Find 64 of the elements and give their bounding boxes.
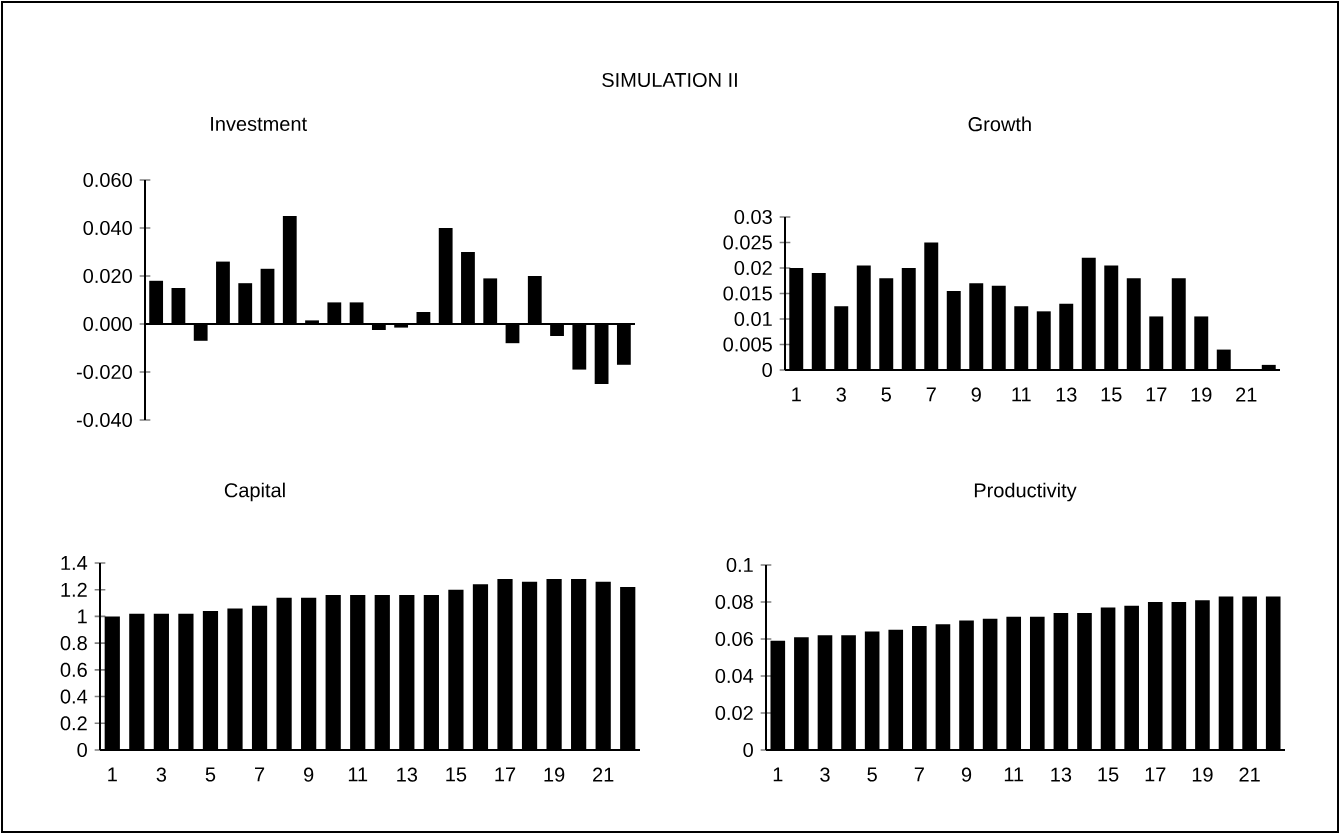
y-tick-label: 1: [78, 609, 87, 624]
y-tick-label: 0.4: [60, 689, 88, 704]
x-tick-label: 21: [1239, 767, 1260, 782]
x-tick-label: 3: [820, 767, 830, 782]
text: SIMULATION II: [602, 72, 737, 88]
x-tick-label: 3: [836, 387, 846, 402]
chart-title: Capital: [224, 482, 285, 502]
y-tick-label: 0.04: [715, 668, 754, 684]
x-tick-label: 15: [1101, 387, 1122, 402]
y-tick-label: 0.2: [60, 716, 87, 731]
y-tick-label: 0.020: [83, 268, 132, 284]
y-tick-label: 0.015: [723, 286, 772, 301]
x-tick-label: 9: [971, 387, 981, 402]
x-tick-label: 9: [304, 767, 314, 782]
y-tick-label: 1.2: [61, 582, 87, 597]
x-tick-label: 19: [1191, 387, 1212, 402]
y-tick-label: 0.1: [726, 557, 753, 573]
x-tick-label: 15: [446, 767, 467, 782]
y-tick-label: -0.040: [76, 412, 132, 428]
y-tick-label: 0.02: [734, 260, 772, 276]
x-tick-label: 1: [792, 387, 801, 402]
x-tick-label: 5: [867, 767, 877, 782]
x-tick-label: 17: [1146, 387, 1167, 402]
y-tick-label: 0.040: [83, 220, 132, 236]
y-tick-label: 1.4: [61, 556, 88, 570]
y-tick-label: 0.02: [715, 705, 753, 721]
y-tick-label: 0.6: [60, 662, 87, 677]
y-tick-label: -0.020: [76, 364, 132, 380]
chart-title: Investment: [211, 117, 307, 131]
x-tick-label: 7: [926, 387, 936, 402]
x-tick-label: 15: [1098, 767, 1119, 782]
y-tick-label: 0.060: [83, 172, 132, 188]
x-tick-label: 5: [881, 387, 891, 402]
y-tick-label: 0.000: [83, 316, 132, 332]
x-tick-label: 13: [1051, 767, 1072, 782]
y-tick-label: 0: [743, 742, 753, 758]
chart-title: Growth: [968, 116, 1031, 132]
x-tick-label: 21: [1236, 387, 1257, 402]
y-tick-label: 0.8: [60, 636, 87, 651]
y-tick-label: 0.03: [734, 209, 772, 225]
y-tick-label: 0: [77, 742, 87, 758]
x-tick-label: 5: [205, 767, 216, 782]
y-tick-label: 0.01: [734, 311, 772, 327]
x-tick-label: 7: [914, 767, 924, 782]
chart-title: Productivity: [974, 482, 1077, 502]
y-tick-label: 0.025: [723, 235, 772, 250]
x-tick-label: 11: [1004, 767, 1024, 782]
x-tick-label: 9: [961, 767, 972, 782]
y-tick-label: 0.08: [715, 594, 753, 610]
x-tick-label: 11: [348, 767, 368, 782]
x-tick-label: 11: [1012, 387, 1031, 402]
x-tick-label: 1: [773, 767, 783, 782]
y-tick-label: 0.005: [723, 337, 772, 352]
x-tick-label: 13: [397, 767, 418, 782]
x-tick-label: 17: [1145, 767, 1166, 782]
x-tick-label: 17: [495, 767, 516, 782]
x-tick-label: 7: [255, 767, 265, 782]
x-tick-label: 19: [544, 767, 565, 782]
x-tick-label: 19: [1192, 767, 1213, 782]
x-tick-label: 21: [593, 767, 614, 782]
x-tick-label: 13: [1056, 387, 1077, 402]
y-tick-label: 0: [762, 362, 772, 378]
y-tick-label: 0.06: [715, 631, 753, 647]
x-tick-label: 3: [156, 767, 167, 782]
